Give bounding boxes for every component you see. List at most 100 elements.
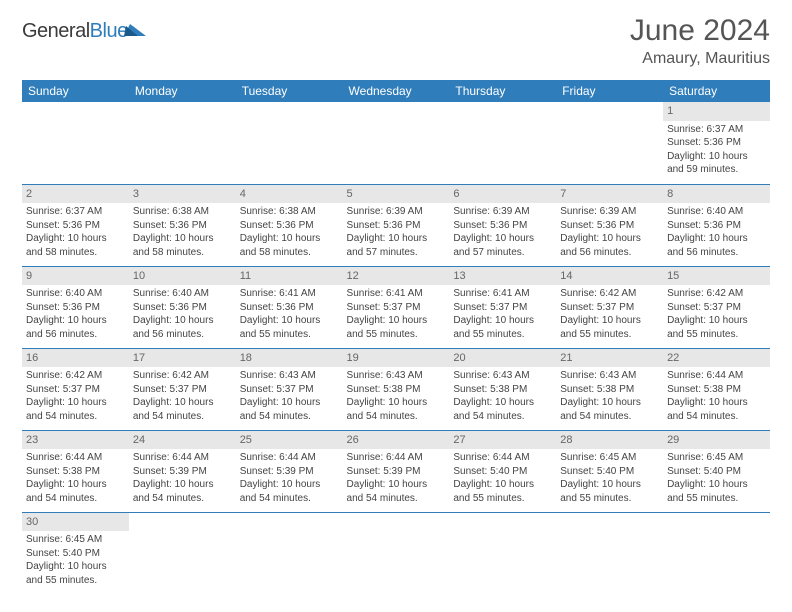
day-details: Sunrise: 6:42 AMSunset: 5:37 PMDaylight:…: [667, 287, 766, 341]
calendar-cell: 22Sunrise: 6:44 AMSunset: 5:38 PMDayligh…: [663, 348, 770, 430]
calendar-cell: .: [556, 512, 663, 594]
sunrise-text: Sunrise: 6:44 AM: [453, 451, 552, 465]
calendar-cell: 27Sunrise: 6:44 AMSunset: 5:40 PMDayligh…: [449, 430, 556, 512]
calendar-cell: 25Sunrise: 6:44 AMSunset: 5:39 PMDayligh…: [236, 430, 343, 512]
sunrise-text: Sunrise: 6:41 AM: [240, 287, 339, 301]
sunrise-text: Sunrise: 6:42 AM: [26, 369, 125, 383]
day-details: Sunrise: 6:39 AMSunset: 5:36 PMDaylight:…: [560, 205, 659, 259]
day-number: 15: [663, 267, 770, 286]
day-number: 13: [449, 267, 556, 286]
day-number: 14: [556, 267, 663, 286]
sunset-text: Sunset: 5:36 PM: [453, 219, 552, 233]
sunrise-text: Sunrise: 6:40 AM: [133, 287, 232, 301]
day-details: Sunrise: 6:42 AMSunset: 5:37 PMDaylight:…: [133, 369, 232, 423]
sunrise-text: Sunrise: 6:41 AM: [453, 287, 552, 301]
sunset-text: Sunset: 5:38 PM: [667, 383, 766, 397]
daylight-text: Daylight: 10 hours and 55 minutes.: [453, 478, 552, 505]
daylight-text: Daylight: 10 hours and 58 minutes.: [240, 232, 339, 259]
daylight-text: Daylight: 10 hours and 56 minutes.: [133, 314, 232, 341]
day-number: 12: [343, 267, 450, 286]
sunrise-text: Sunrise: 6:42 AM: [667, 287, 766, 301]
day-header: Saturday: [663, 80, 770, 102]
flag-icon: [124, 22, 146, 38]
calendar-cell: 1Sunrise: 6:37 AMSunset: 5:36 PMDaylight…: [663, 102, 770, 184]
day-number: 21: [556, 349, 663, 368]
calendar-cell: 17Sunrise: 6:42 AMSunset: 5:37 PMDayligh…: [129, 348, 236, 430]
day-number: 8: [663, 185, 770, 204]
day-details: Sunrise: 6:45 AMSunset: 5:40 PMDaylight:…: [667, 451, 766, 505]
day-number: 9: [22, 267, 129, 286]
sunset-text: Sunset: 5:36 PM: [347, 219, 446, 233]
day-number: 1: [663, 102, 770, 121]
calendar-cell: 21Sunrise: 6:43 AMSunset: 5:38 PMDayligh…: [556, 348, 663, 430]
day-details: Sunrise: 6:41 AMSunset: 5:36 PMDaylight:…: [240, 287, 339, 341]
day-header: Wednesday: [343, 80, 450, 102]
calendar-cell: 29Sunrise: 6:45 AMSunset: 5:40 PMDayligh…: [663, 430, 770, 512]
sunrise-text: Sunrise: 6:41 AM: [347, 287, 446, 301]
daylight-text: Daylight: 10 hours and 54 minutes.: [240, 478, 339, 505]
day-details: Sunrise: 6:45 AMSunset: 5:40 PMDaylight:…: [560, 451, 659, 505]
sunset-text: Sunset: 5:36 PM: [667, 219, 766, 233]
day-details: Sunrise: 6:37 AMSunset: 5:36 PMDaylight:…: [26, 205, 125, 259]
day-number: 2: [22, 185, 129, 204]
calendar-cell: 19Sunrise: 6:43 AMSunset: 5:38 PMDayligh…: [343, 348, 450, 430]
calendar-week: 23Sunrise: 6:44 AMSunset: 5:38 PMDayligh…: [22, 430, 770, 512]
sunrise-text: Sunrise: 6:39 AM: [347, 205, 446, 219]
calendar-cell: .: [236, 102, 343, 184]
daylight-text: Daylight: 10 hours and 55 minutes.: [667, 478, 766, 505]
sunset-text: Sunset: 5:40 PM: [26, 547, 125, 561]
sunset-text: Sunset: 5:38 PM: [453, 383, 552, 397]
calendar-week: 9Sunrise: 6:40 AMSunset: 5:36 PMDaylight…: [22, 266, 770, 348]
calendar-table: SundayMondayTuesdayWednesdayThursdayFrid…: [22, 80, 770, 594]
sunset-text: Sunset: 5:36 PM: [133, 301, 232, 315]
calendar-cell: 5Sunrise: 6:39 AMSunset: 5:36 PMDaylight…: [343, 184, 450, 266]
logo-text-2: Blue: [90, 20, 128, 42]
daylight-text: Daylight: 10 hours and 55 minutes.: [240, 314, 339, 341]
sunrise-text: Sunrise: 6:44 AM: [133, 451, 232, 465]
calendar-cell: 28Sunrise: 6:45 AMSunset: 5:40 PMDayligh…: [556, 430, 663, 512]
day-details: Sunrise: 6:45 AMSunset: 5:40 PMDaylight:…: [26, 533, 125, 587]
sunrise-text: Sunrise: 6:44 AM: [347, 451, 446, 465]
day-number: 5: [343, 185, 450, 204]
sunrise-text: Sunrise: 6:45 AM: [560, 451, 659, 465]
day-number: 24: [129, 431, 236, 450]
day-header: Sunday: [22, 80, 129, 102]
sunrise-text: Sunrise: 6:45 AM: [26, 533, 125, 547]
daylight-text: Daylight: 10 hours and 57 minutes.: [453, 232, 552, 259]
sunrise-text: Sunrise: 6:37 AM: [26, 205, 125, 219]
calendar-cell: .: [129, 512, 236, 594]
day-details: Sunrise: 6:43 AMSunset: 5:37 PMDaylight:…: [240, 369, 339, 423]
sunset-text: Sunset: 5:36 PM: [240, 301, 339, 315]
month-title: June 2024: [630, 14, 770, 48]
daylight-text: Daylight: 10 hours and 54 minutes.: [560, 396, 659, 423]
logo-text: GeneralBlue: [22, 20, 128, 43]
calendar-cell: 16Sunrise: 6:42 AMSunset: 5:37 PMDayligh…: [22, 348, 129, 430]
day-details: Sunrise: 6:40 AMSunset: 5:36 PMDaylight:…: [667, 205, 766, 259]
sunset-text: Sunset: 5:36 PM: [26, 219, 125, 233]
day-number: 30: [22, 513, 129, 532]
day-details: Sunrise: 6:44 AMSunset: 5:40 PMDaylight:…: [453, 451, 552, 505]
day-details: Sunrise: 6:44 AMSunset: 5:38 PMDaylight:…: [667, 369, 766, 423]
day-number: 17: [129, 349, 236, 368]
calendar-cell: .: [449, 102, 556, 184]
daylight-text: Daylight: 10 hours and 57 minutes.: [347, 232, 446, 259]
day-details: Sunrise: 6:38 AMSunset: 5:36 PMDaylight:…: [240, 205, 339, 259]
sunrise-text: Sunrise: 6:40 AM: [26, 287, 125, 301]
sunset-text: Sunset: 5:37 PM: [240, 383, 339, 397]
calendar-cell: 20Sunrise: 6:43 AMSunset: 5:38 PMDayligh…: [449, 348, 556, 430]
day-header: Tuesday: [236, 80, 343, 102]
sunrise-text: Sunrise: 6:44 AM: [240, 451, 339, 465]
daylight-text: Daylight: 10 hours and 56 minutes.: [26, 314, 125, 341]
daylight-text: Daylight: 10 hours and 55 minutes.: [667, 314, 766, 341]
daylight-text: Daylight: 10 hours and 56 minutes.: [667, 232, 766, 259]
calendar-cell: 6Sunrise: 6:39 AMSunset: 5:36 PMDaylight…: [449, 184, 556, 266]
sunset-text: Sunset: 5:36 PM: [133, 219, 232, 233]
sunrise-text: Sunrise: 6:39 AM: [453, 205, 552, 219]
calendar-cell: 11Sunrise: 6:41 AMSunset: 5:36 PMDayligh…: [236, 266, 343, 348]
day-number: 3: [129, 185, 236, 204]
calendar-cell: 12Sunrise: 6:41 AMSunset: 5:37 PMDayligh…: [343, 266, 450, 348]
day-number: 16: [22, 349, 129, 368]
sunset-text: Sunset: 5:37 PM: [26, 383, 125, 397]
calendar-cell: 4Sunrise: 6:38 AMSunset: 5:36 PMDaylight…: [236, 184, 343, 266]
calendar-cell: .: [343, 512, 450, 594]
